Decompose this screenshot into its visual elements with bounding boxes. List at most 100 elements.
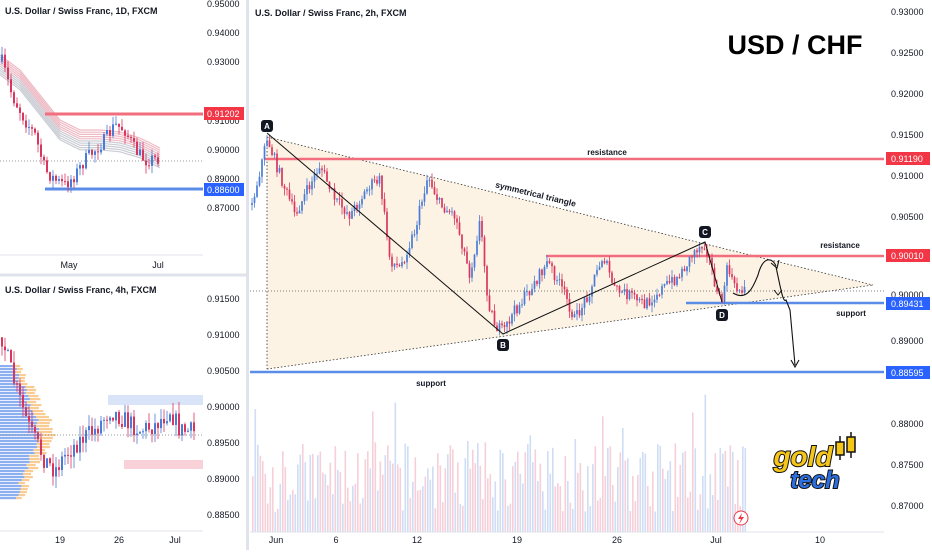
volume-bar bbox=[689, 491, 692, 532]
h2-candle-body bbox=[493, 310, 496, 326]
volume-bar bbox=[319, 451, 322, 532]
daily-pane[interactable]: U.S. Dollar / Swiss Franc, 1D, FXCM May … bbox=[0, 0, 244, 272]
h4-candle-body bbox=[115, 411, 117, 421]
volume-bar bbox=[367, 451, 369, 532]
h4-candle-body bbox=[55, 467, 57, 477]
h2-candle-body bbox=[361, 198, 363, 205]
h2-candle-body bbox=[551, 263, 553, 267]
volume-bar bbox=[422, 486, 424, 532]
profile-bar bbox=[38, 419, 52, 422]
volume-bar bbox=[429, 479, 432, 532]
h2-candle-body bbox=[413, 234, 416, 236]
h4-candle-body bbox=[163, 419, 165, 424]
daily-candle-body bbox=[118, 123, 120, 127]
h4-candle-body bbox=[76, 444, 78, 453]
volume-bar bbox=[574, 438, 577, 532]
volume-bar bbox=[592, 464, 594, 532]
profile-bar bbox=[0, 485, 22, 488]
h2-candle-body bbox=[258, 176, 261, 186]
h2-candle-body bbox=[521, 304, 523, 306]
daily-candle-body bbox=[58, 178, 60, 181]
profile-bar bbox=[23, 473, 32, 476]
h2-candle-body bbox=[301, 201, 303, 211]
volume-bar bbox=[269, 487, 272, 532]
h4-y-axis[interactable]: 0.91500 0.91000 0.90500 0.90000 0.89500 … bbox=[207, 294, 240, 520]
profile-bar bbox=[33, 413, 46, 416]
volume-bar bbox=[484, 442, 487, 532]
h2-candle-body bbox=[323, 170, 326, 172]
daily-x-tick-jul: Jul bbox=[152, 260, 164, 270]
h4-y-tick: 0.91500 bbox=[207, 294, 240, 304]
volume-bar bbox=[557, 483, 559, 532]
h2-x-ticks[interactable]: Jun 6 12 19 26 Jul 10 bbox=[269, 535, 825, 545]
profile-bar bbox=[39, 437, 53, 440]
profile-bar bbox=[0, 416, 37, 419]
h2-candle-body bbox=[508, 321, 511, 324]
h2-candle-body bbox=[321, 168, 323, 171]
daily-candle-body bbox=[64, 181, 66, 183]
profile-bar bbox=[18, 377, 26, 380]
h2-x-tick: 10 bbox=[815, 535, 825, 545]
h4-candle-body bbox=[37, 432, 39, 440]
volume-bar bbox=[559, 486, 562, 532]
volume-bar bbox=[304, 462, 307, 532]
point-c-badge bbox=[699, 226, 711, 238]
point-d-marker[interactable]: D bbox=[716, 309, 728, 321]
daily-candle-body bbox=[37, 132, 39, 145]
profile-bar bbox=[36, 416, 49, 419]
daily-candle-body bbox=[148, 165, 150, 167]
volume-bar bbox=[439, 465, 442, 532]
volume-bar bbox=[652, 471, 654, 532]
h2-candle-body bbox=[386, 211, 388, 238]
profile-bar bbox=[16, 368, 23, 371]
profile-bar bbox=[0, 479, 22, 482]
volume-bar bbox=[619, 452, 622, 532]
daily-candle-body bbox=[40, 144, 42, 157]
h2-candle-body bbox=[586, 297, 588, 302]
h2-candle-body bbox=[511, 314, 513, 324]
daily-background bbox=[0, 0, 203, 272]
h2-candle-body bbox=[358, 204, 361, 209]
h2-candle-body bbox=[391, 256, 393, 267]
volume-bar bbox=[549, 473, 552, 532]
h4-candle-body bbox=[82, 436, 84, 443]
h2-resistance-badge-text: 0.91190 bbox=[891, 154, 923, 164]
volume-bar bbox=[352, 485, 354, 532]
h2-candle-body bbox=[678, 277, 681, 279]
h2-candle-body bbox=[506, 321, 508, 327]
volume-bar bbox=[279, 483, 282, 532]
profile-bar bbox=[0, 431, 39, 434]
news-event-icon[interactable] bbox=[733, 510, 749, 526]
volume-bar bbox=[294, 494, 297, 532]
volume-bar bbox=[544, 509, 547, 532]
h4-candle-body bbox=[22, 394, 24, 408]
volume-bar bbox=[359, 503, 362, 532]
h2-candle-body bbox=[731, 274, 733, 278]
h2-candle-body bbox=[721, 294, 723, 303]
volume-bar bbox=[404, 443, 407, 532]
profile-bar bbox=[20, 488, 28, 491]
daily-support-badge bbox=[204, 183, 244, 196]
h2-pane[interactable]: A B C D resistance resistance support su… bbox=[250, 0, 930, 545]
daily-candle-body bbox=[31, 127, 33, 129]
h2-y-tick: 0.93000 bbox=[891, 7, 924, 17]
h2-candle-body bbox=[633, 292, 636, 295]
abcd-pattern-line[interactable] bbox=[266, 132, 723, 335]
h4-pane[interactable]: U.S. Dollar / Swiss Franc, 4h, FXCM 19 2… bbox=[0, 279, 240, 550]
h2-candle-body bbox=[333, 188, 336, 200]
h2-candle-body bbox=[261, 159, 263, 177]
h2-candle-body bbox=[743, 286, 746, 293]
volume-bar bbox=[677, 496, 679, 532]
daily-candle-body bbox=[46, 160, 48, 173]
daily-y-axis[interactable]: 0.95000 0.94000 0.93000 0.91000 0.90000 … bbox=[204, 0, 244, 213]
h2-candle-body bbox=[266, 140, 268, 147]
point-b-marker[interactable]: B bbox=[497, 339, 509, 351]
h2-y-axis[interactable]: 0.93000 0.92500 0.92000 0.91500 0.91000 … bbox=[886, 7, 930, 511]
volume-bar bbox=[537, 481, 539, 532]
h4-candle-body bbox=[190, 422, 192, 431]
profile-bar bbox=[0, 455, 29, 458]
h4-candle-body bbox=[100, 420, 102, 434]
point-a-marker[interactable]: A bbox=[261, 120, 273, 132]
point-c-marker[interactable]: C bbox=[699, 226, 711, 238]
h2-support2-badge bbox=[886, 366, 930, 379]
